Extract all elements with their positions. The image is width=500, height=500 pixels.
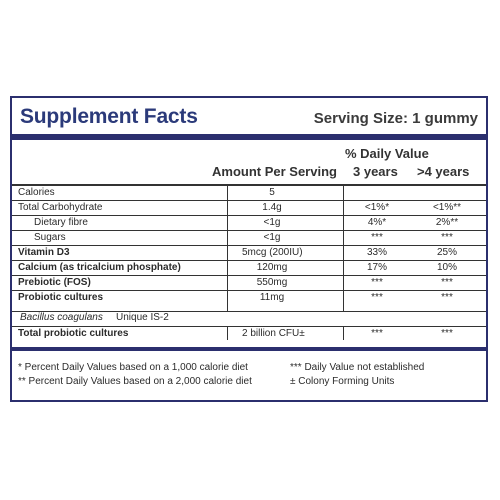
nutrient-row: Calcium (as tricalcium phosphate) 120mg … xyxy=(12,261,486,275)
nutrient-row: Probiotic cultures 11mg *** *** xyxy=(12,291,486,305)
nutrient-name: Prebiotic (FOS) xyxy=(18,277,91,288)
serving-size: Serving Size: 1 gummy xyxy=(313,110,478,127)
dv-4-years: *** xyxy=(441,277,453,288)
nutrient-row: Bacillus coagulans Unique IS-2 xyxy=(12,311,486,325)
nutrient-amount: 5mcg (200IU) xyxy=(242,247,303,258)
column-header-divider xyxy=(12,184,486,186)
nutrient-name: Calcium (as tricalcium phosphate) xyxy=(18,262,181,273)
column-separator xyxy=(227,326,228,340)
nutrient-name: Dietary fibre xyxy=(34,217,88,228)
column-separator xyxy=(227,186,228,312)
dv-4-years: 10% xyxy=(436,262,457,273)
dv-3-years: 17% xyxy=(366,262,387,273)
dv-3-years: 33% xyxy=(366,247,387,258)
dv-3-years: 4%* xyxy=(367,217,387,228)
nutrient-amount: <1g xyxy=(263,217,281,228)
column-separator xyxy=(343,326,344,340)
nutrient-name: Probiotic cultures xyxy=(18,292,104,303)
dv-4-years: 25% xyxy=(436,247,457,258)
amount-header: Amount Per Serving xyxy=(212,164,337,179)
footnote: *** Daily Value not established xyxy=(290,362,425,373)
nutrient-name: Sugars xyxy=(34,232,66,243)
dv-3-years: *** xyxy=(371,328,383,339)
nutrient-row: Vitamin D3 5mcg (200IU) 33% 25% xyxy=(12,246,486,260)
nutrient-row: Calories 5 xyxy=(12,186,486,200)
nutrient-amount: 120mg xyxy=(256,262,288,273)
column-separator xyxy=(343,186,344,312)
dv-3-years: *** xyxy=(371,277,383,288)
dv-4-years: <1%** xyxy=(432,202,462,213)
nutrient-name: Vitamin D3 xyxy=(18,247,70,258)
nutrient-amount: <1g xyxy=(263,232,281,243)
dv-3-years: *** xyxy=(371,292,383,303)
nutrient-amount: 11mg xyxy=(259,292,285,303)
daily-value-header: % Daily Value xyxy=(345,146,429,161)
dv-4-years-header: >4 years xyxy=(417,164,470,179)
footnote: * Percent Daily Values based on a 1,000 … xyxy=(18,362,248,373)
header-divider xyxy=(12,134,486,140)
footnote: ± Colony Forming Units xyxy=(290,376,395,387)
dv-4-years: *** xyxy=(441,232,453,243)
nutrient-name: Calories xyxy=(18,187,55,198)
panel-title: Supplement Facts xyxy=(20,105,198,128)
nutrient-row: Prebiotic (FOS) 550mg *** *** xyxy=(12,276,486,290)
nutrient-amount: 550mg xyxy=(256,277,288,288)
nutrient-name: Total probiotic cultures xyxy=(18,328,129,339)
nutrient-row: Sugars <1g *** *** xyxy=(12,231,486,245)
nutrient-name: Total Carbohydrate xyxy=(18,202,103,213)
footer-divider xyxy=(12,347,486,351)
nutrient-name: Bacillus coagulans xyxy=(20,312,103,323)
dv-4-years: *** xyxy=(441,292,453,303)
nutrient-row: Dietary fibre <1g 4%* 2%** xyxy=(12,216,486,230)
dv-4-years: 2%** xyxy=(435,217,459,228)
supplement-facts-panel: Supplement Facts Serving Size: 1 gummy %… xyxy=(10,96,488,402)
nutrient-amount: 5 xyxy=(269,187,275,198)
nutrient-row: Total Carbohydrate 1.4g <1%* <1%** xyxy=(12,201,486,215)
nutrient-name-suffix: Unique IS-2 xyxy=(116,312,169,323)
dv-3-years-header: 3 years xyxy=(353,164,398,179)
dv-4-years: *** xyxy=(441,328,453,339)
nutrient-amount: 2 billion CFU± xyxy=(242,328,305,339)
dv-3-years: *** xyxy=(371,232,383,243)
nutrient-row: Total probiotic cultures 2 billion CFU± … xyxy=(12,327,486,341)
nutrient-amount: 1.4g xyxy=(262,202,282,213)
footnote: ** Percent Daily Values based on a 2,000… xyxy=(18,376,252,387)
dv-3-years: <1%* xyxy=(364,202,390,213)
